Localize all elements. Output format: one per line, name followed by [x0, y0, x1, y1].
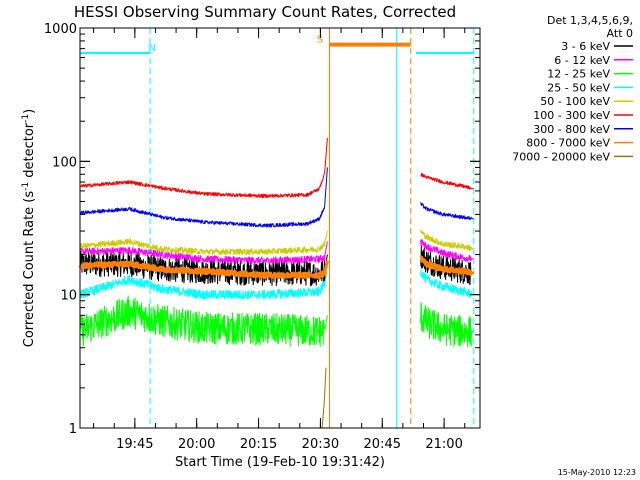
- legend-entry-label: 7000 - 20000 keV: [512, 150, 610, 163]
- mode-segment-label: N: [148, 43, 155, 54]
- plot-frame: [79, 27, 481, 429]
- legend-header: Att 0: [607, 27, 633, 40]
- legend-entry-label: 12 - 25 keV: [547, 68, 610, 81]
- footer-date: 15-May-2010 12:23: [558, 468, 636, 477]
- series-line: [79, 295, 474, 348]
- series-line: [79, 167, 474, 228]
- legend-entry-label: 6 - 12 keV: [554, 54, 610, 67]
- legend-entry-label: 25 - 50 keV: [547, 81, 610, 94]
- series-line: [79, 137, 474, 199]
- legend-entry-label: 100 - 300 keV: [533, 109, 610, 122]
- legend-entry-label: 50 - 100 keV: [540, 95, 610, 108]
- y-axis-label: Corrected Count Rate (s-1 detector-1): [21, 109, 37, 347]
- series-line: [78, 255, 475, 279]
- x-tick-label: 20:30: [302, 437, 339, 452]
- y-tick-label: 100: [52, 155, 77, 170]
- y-tick-label: 1000: [44, 22, 77, 37]
- legend-entry-label: 300 - 800 keV: [533, 123, 610, 136]
- legend-entry-label: 3 - 6 keV: [561, 40, 610, 53]
- x-tick-label: 20:45: [364, 437, 401, 452]
- mode-segment-label: S: [317, 35, 323, 46]
- plot-area: NS: [78, 28, 475, 429]
- x-axis-label: Start Time (19-Feb-10 19:31:42): [175, 455, 385, 470]
- x-tick-label: 20:15: [240, 437, 277, 452]
- series-line: [79, 269, 474, 300]
- x-tick-label: 20:00: [178, 437, 215, 452]
- legend-entry-label: 800 - 7000 keV: [526, 137, 610, 150]
- y-tick-label: 1: [69, 422, 77, 437]
- series-line: [321, 367, 327, 429]
- series-line: [79, 239, 474, 265]
- y-tick-label: 10: [60, 289, 77, 304]
- legend-header: Det 1,3,4,5,6,9,: [547, 14, 633, 27]
- x-tick-label: 21:00: [425, 437, 462, 452]
- series-line: [79, 229, 474, 256]
- x-tick-label: 19:45: [116, 437, 153, 452]
- axes: 1 10 100 1000 19:45 20:00 20:15 20:30 20:45 21:00: [44, 22, 480, 452]
- chart-title: HESSI Observing Summary Count Rates, Cor…: [74, 3, 456, 21]
